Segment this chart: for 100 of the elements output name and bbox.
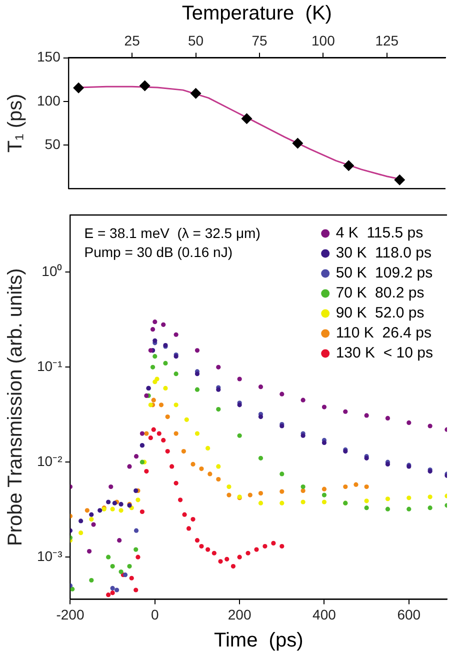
point — [134, 528, 139, 533]
point — [134, 588, 138, 592]
point — [322, 486, 327, 492]
legend-label: 110 K 26.4 ps — [336, 324, 432, 342]
point — [118, 502, 124, 507]
point — [178, 498, 183, 502]
point — [224, 556, 230, 562]
point — [114, 588, 120, 592]
point — [385, 506, 390, 512]
legend-label: 70 K 80.2 ps — [336, 284, 424, 302]
point — [271, 540, 276, 546]
point — [136, 498, 140, 502]
point — [144, 469, 149, 474]
x-tick-label: 75 — [252, 32, 268, 48]
point — [106, 500, 111, 504]
point — [140, 431, 144, 436]
point — [161, 322, 166, 327]
y-tick-label: 10⁻¹ — [37, 358, 63, 374]
point — [322, 404, 327, 410]
point — [156, 431, 162, 436]
y-axis-title: T₁ (ps) — [4, 94, 27, 153]
point — [106, 554, 111, 560]
point — [258, 414, 264, 420]
point — [385, 462, 390, 467]
point — [190, 462, 196, 467]
point — [300, 500, 306, 504]
point — [108, 484, 114, 490]
point — [428, 506, 432, 510]
point — [84, 508, 90, 513]
point — [89, 512, 94, 517]
point — [174, 332, 178, 337]
point — [280, 489, 284, 494]
point — [364, 506, 369, 510]
point — [300, 484, 306, 490]
point — [216, 464, 221, 469]
y-tick-label: 10⁻² — [37, 452, 63, 469]
point — [110, 506, 115, 512]
y-axis-title: Probe Transmission (arb. units) — [4, 268, 27, 546]
point — [152, 354, 158, 359]
point — [86, 549, 92, 554]
y-tick-label: 150 — [37, 48, 61, 65]
point — [241, 113, 252, 124]
point — [280, 392, 284, 396]
point — [78, 518, 84, 524]
x-axis-title: Time (ps) — [214, 630, 304, 652]
point — [78, 530, 84, 536]
point — [110, 590, 115, 596]
point — [152, 320, 158, 324]
annotation: E = 38.1 meV (λ = 32.5 μm) — [84, 224, 260, 241]
point — [98, 508, 102, 513]
legend-label: 4 K 115.5 ps — [336, 224, 424, 242]
point — [174, 372, 178, 376]
point — [190, 88, 202, 99]
point — [385, 496, 390, 502]
x-tick-label: 100 — [312, 32, 336, 48]
point — [184, 417, 189, 422]
point — [161, 438, 166, 443]
x-tick-label: 600 — [397, 606, 421, 622]
point — [406, 506, 412, 512]
point — [127, 564, 132, 569]
point — [194, 372, 200, 376]
point — [181, 448, 186, 454]
point — [148, 402, 153, 408]
point — [385, 416, 390, 420]
point — [154, 376, 160, 382]
y-tick-label: 10⁻³ — [37, 548, 63, 564]
point — [226, 484, 232, 490]
point — [262, 544, 268, 549]
point — [190, 516, 196, 522]
point — [406, 420, 412, 425]
x-tick-label: 0 — [151, 606, 159, 622]
point — [322, 440, 327, 446]
point — [148, 348, 153, 353]
point — [237, 376, 242, 382]
legend-label: 50 K 109.2 ps — [336, 264, 433, 282]
legend-label: 90 K 52.0 ps — [336, 304, 424, 322]
point — [258, 490, 264, 496]
point — [354, 482, 358, 487]
point — [150, 364, 156, 370]
point — [136, 554, 140, 560]
point — [170, 464, 174, 469]
point — [127, 464, 132, 469]
point — [248, 492, 252, 498]
point — [406, 496, 412, 500]
point — [216, 364, 221, 370]
y-tick-label: 100 — [37, 92, 61, 108]
point — [343, 409, 348, 414]
point — [150, 327, 156, 332]
point — [322, 500, 327, 504]
point — [258, 456, 264, 460]
point — [364, 498, 369, 504]
x-axis-title: Temperature (K) — [182, 2, 332, 25]
point — [158, 402, 164, 408]
point — [174, 402, 178, 408]
point — [194, 431, 200, 436]
point — [129, 576, 134, 580]
x-tick-label: 125 — [375, 32, 399, 48]
point — [292, 138, 304, 149]
point — [110, 586, 115, 591]
legend-label: 30 K 118.0 ps — [336, 244, 432, 262]
